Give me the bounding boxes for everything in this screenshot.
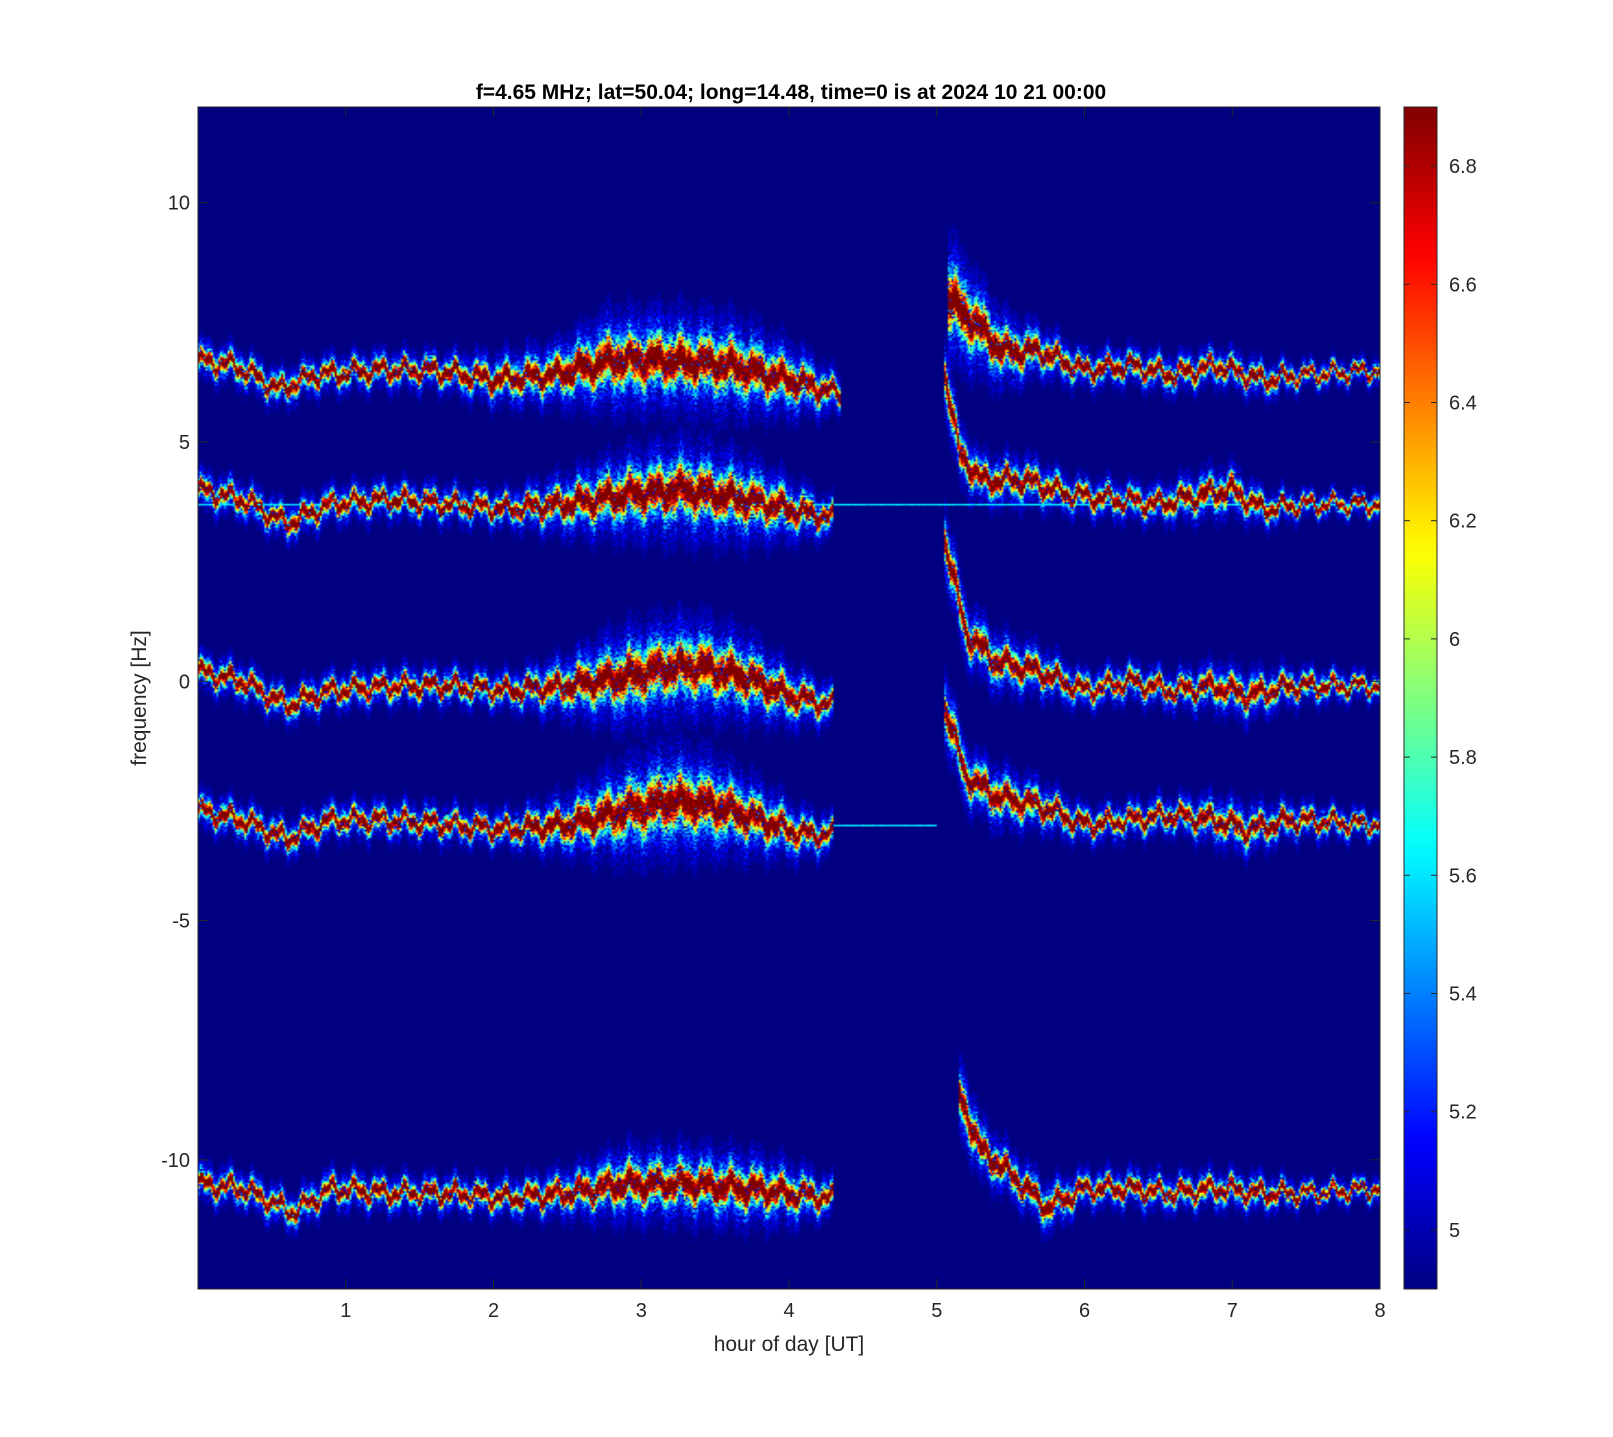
y-tick-label: 0	[179, 671, 190, 693]
colorbar-frame	[1403, 106, 1438, 1290]
y-tick-label: 10	[168, 193, 190, 215]
colorbar-tick-label: 5.2	[1449, 1102, 1477, 1124]
colorbar-tick-label: 5.6	[1449, 865, 1477, 887]
colorbar-gradient	[1404, 107, 1437, 1289]
colorbar-tick-label: 6	[1449, 629, 1460, 651]
x-tick-label: 8	[1374, 1300, 1385, 1322]
x-tick-label: 1	[340, 1300, 351, 1322]
x-tick-label: 6	[1079, 1300, 1090, 1322]
x-tick-label: 2	[488, 1300, 499, 1322]
colorbar-tick-label: 5	[1449, 1220, 1460, 1242]
colorbar-tick-label: 5.4	[1449, 984, 1477, 1006]
x-tick-label: 3	[636, 1300, 647, 1322]
x-tick-label: 7	[1227, 1300, 1238, 1322]
colorbar-tick-label: 6.2	[1449, 511, 1477, 533]
colorbar-ticks: 5 5.2 5.4 5.6 5.8 6 6.2 6.4 6.6 6.8	[1404, 156, 1477, 1242]
plot-area: 1 2 3 4 5 6 7 8 -10 -5 0 5 10	[161, 106, 1386, 1322]
colorbar-tick-label: 5.8	[1449, 747, 1477, 769]
colorbar: 5 5.2 5.4 5.6 5.8 6 6.2 6.4 6.6 6.8	[1403, 106, 1477, 1290]
colorbar-tick-label: 6.6	[1449, 274, 1477, 296]
x-axis-ticks: 1 2 3 4 5 6 7 8	[340, 107, 1386, 1322]
y-tick-label: 5	[179, 432, 190, 454]
x-tick-label: 4	[783, 1300, 794, 1322]
colorbar-tick-label: 6.4	[1449, 393, 1477, 415]
y-tick-label: -10	[161, 1150, 190, 1172]
colorbar-tick-label: 6.8	[1449, 156, 1477, 178]
y-tick-label: -5	[172, 911, 190, 933]
x-tick-label: 5	[931, 1300, 942, 1322]
y-axis-label: frequency [Hz]	[128, 630, 151, 765]
spectrogram-heatmap	[198, 107, 1380, 1289]
y-axis-ticks: -10 -5 0 5 10	[161, 193, 1380, 1172]
chart-title: f=4.65 MHz; lat=50.04; long=14.48, time=…	[476, 81, 1106, 104]
x-axis-label: hour of day [UT]	[714, 1333, 865, 1356]
